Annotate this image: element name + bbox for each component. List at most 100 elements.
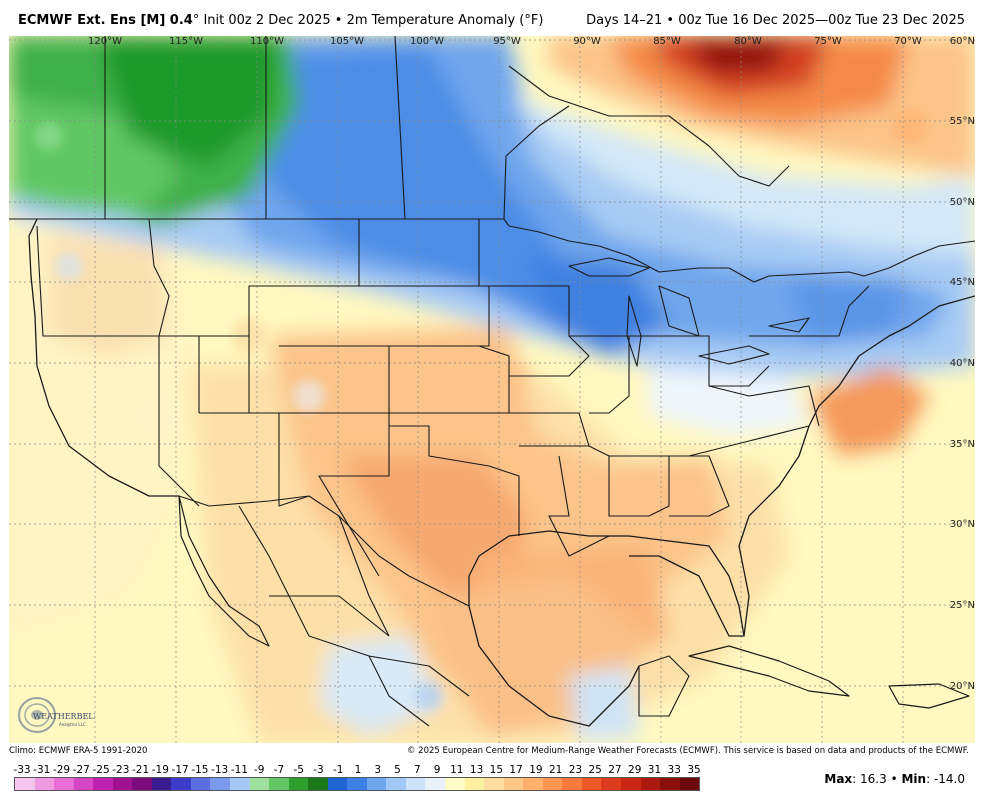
lat-label: 35°N	[949, 439, 975, 450]
colorbar-tick-label: -19	[151, 764, 169, 776]
colorbar-tick-label: -23	[112, 764, 130, 776]
map-title: ECMWF Ext. Ens [M] 0.4° Init 00z 2 Dec 2…	[18, 13, 543, 28]
colorbar-swatch	[210, 778, 231, 790]
max-value: 16.3	[860, 772, 887, 786]
climo-note: Climo: ECMWF ERA-5 1991-2020	[9, 746, 148, 756]
lon-label: 85°W	[653, 36, 681, 47]
colorbar-tick-label: -33	[13, 764, 31, 776]
colorbar-swatch	[581, 778, 602, 790]
degree-symbol: °	[192, 13, 200, 28]
colorbar-swatch	[190, 778, 211, 790]
colon: :	[852, 772, 861, 786]
colorbar-tick-label: 27	[608, 764, 622, 776]
lat-label: 45°N	[949, 277, 975, 288]
lat-label: 40°N	[949, 358, 975, 369]
lon-label: 75°W	[814, 36, 842, 47]
colorbar-swatch	[54, 778, 74, 790]
lon-label: 115°W	[169, 36, 203, 47]
min-value: -14.0	[933, 772, 965, 786]
valid-period: Days 14–21 • 00z Tue 16 Dec 2025—00z Tue…	[586, 13, 965, 28]
lat-label: 30°N	[949, 519, 975, 530]
colorbar-swatch	[679, 778, 700, 790]
stats-sep: •	[886, 772, 902, 786]
colorbar-swatch	[112, 778, 133, 790]
colorbar	[14, 777, 700, 791]
colorbar-swatch	[230, 778, 250, 790]
min-label: Min	[901, 772, 927, 786]
lon-label: 120°W	[88, 36, 122, 47]
colorbar-tick-label: -11	[230, 764, 248, 776]
colorbar-tick-label: -1	[332, 764, 344, 776]
lon-label: 105°W	[330, 36, 364, 47]
logo-text: WEATHERBELL	[33, 712, 95, 721]
colorbar-swatch	[249, 778, 270, 790]
colorbar-tick-label: -31	[33, 764, 51, 776]
colorbar-swatch	[640, 778, 661, 790]
lon-label: 70°W	[894, 36, 922, 47]
colorbar-tick-label: 29	[628, 764, 642, 776]
colorbar-tick-label: -7	[273, 764, 285, 776]
stats: Max: 16.3 • Min: -14.0	[824, 772, 965, 786]
colorbar-tick-label: 19	[529, 764, 543, 776]
colorbar-tick-label: 25	[588, 764, 602, 776]
colorbar-tick-label: 5	[394, 764, 401, 776]
colorbar-tick-label: 21	[548, 764, 563, 776]
colorbar-tick-label: -3	[313, 764, 324, 776]
colorbar-tick-label: 7	[413, 764, 421, 776]
colorbar-swatch	[620, 778, 641, 790]
colorbar-swatch	[523, 778, 543, 790]
colorbar-tick-label: 17	[509, 764, 523, 776]
colorbar-swatch	[269, 778, 289, 790]
colorbar-swatch	[34, 778, 55, 790]
anomaly-map[interactable]: 120°W 115°W 110°W 105°W 100°W 95°W 90°W …	[9, 36, 975, 743]
lon-label: 95°W	[493, 36, 521, 47]
model-title: ECMWF Ext. Ens [M] 0.4	[18, 13, 193, 28]
lon-label: 90°W	[573, 36, 601, 47]
colorbar-tick-label: -9	[253, 764, 265, 776]
lon-label: 80°W	[734, 36, 762, 47]
colorbar-swatch	[366, 778, 387, 790]
lon-label: 100°W	[410, 36, 444, 47]
colorbar-tick-label: 33	[667, 764, 681, 776]
colorbar-swatch	[386, 778, 406, 790]
colorbar-swatch	[288, 778, 309, 790]
colorbar-tick-label: -27	[72, 764, 90, 776]
colorbar-swatch	[15, 778, 35, 790]
colorbar-swatch	[503, 778, 524, 790]
colorbar-swatch	[151, 778, 172, 790]
colorbar-swatch	[601, 778, 621, 790]
colorbar-tick-label: -21	[132, 764, 150, 776]
colorbar-swatch	[73, 778, 94, 790]
colorbar-swatch	[93, 778, 113, 790]
max-label: Max	[824, 772, 853, 786]
colorbar-swatch	[484, 778, 504, 790]
lon-label: 110°W	[250, 36, 284, 47]
colorbar-tick-label: 11	[450, 764, 464, 776]
lat-label: 25°N	[949, 600, 975, 611]
lat-label: 60°N	[949, 36, 975, 47]
colorbar-swatch	[660, 778, 680, 790]
map-header: ECMWF Ext. Ens [M] 0.4° Init 00z 2 Dec 2…	[0, 0, 983, 36]
init-text: Init 00z 2 Dec 2025 • 2m Temperature Ano…	[199, 13, 544, 28]
logo-subtext: Analytics LLC	[59, 722, 86, 727]
colorbar-swatch	[171, 778, 191, 790]
colorbar-tick-label: 35	[687, 764, 701, 776]
anomaly-texture	[35, 108, 927, 710]
colorbar-swatch	[347, 778, 367, 790]
colorbar-tick-label: 1	[354, 764, 362, 776]
colorbar-swatch	[132, 778, 152, 790]
colorbar-swatch	[562, 778, 582, 790]
colorbar-swatch	[308, 778, 328, 790]
colorbar-tick-label: -25	[92, 764, 110, 776]
lat-label: 20°N	[949, 681, 975, 692]
colorbar-tick-label: -13	[211, 764, 229, 776]
colorbar-tick-label: -5	[293, 764, 304, 776]
colorbar-swatch	[542, 778, 563, 790]
colorbar-swatch	[425, 778, 446, 790]
graticule	[9, 36, 975, 743]
lat-label: 50°N	[949, 197, 975, 208]
colorbar-swatch	[445, 778, 465, 790]
colorbar-swatch	[464, 778, 485, 790]
colorbar-tick-label: 15	[489, 764, 504, 776]
colorbar-tick-label: 23	[568, 764, 583, 776]
